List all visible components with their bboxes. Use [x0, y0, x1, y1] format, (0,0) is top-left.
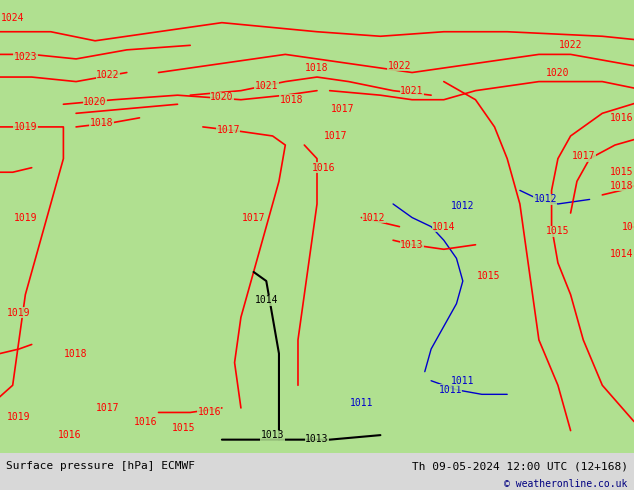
Text: 1013: 1013 [400, 240, 424, 250]
Text: 1019: 1019 [13, 122, 37, 132]
Text: 1024: 1024 [1, 13, 25, 23]
Text: 1014: 1014 [432, 221, 456, 232]
Text: 1018: 1018 [89, 118, 113, 128]
Text: 1017: 1017 [330, 104, 354, 114]
Text: 1013: 1013 [261, 430, 285, 440]
Text: 1012: 1012 [451, 201, 475, 211]
Text: 1019: 1019 [7, 412, 31, 422]
Text: 1016: 1016 [609, 113, 633, 123]
Text: 1017: 1017 [216, 125, 240, 135]
Text: 1017: 1017 [571, 151, 595, 161]
Text: 1018: 1018 [609, 181, 633, 191]
Text: 1016: 1016 [134, 416, 158, 426]
Text: 1011: 1011 [451, 376, 475, 386]
Text: 1020: 1020 [83, 97, 107, 106]
Text: 1016: 1016 [197, 408, 221, 417]
Text: 1012: 1012 [533, 195, 557, 204]
Text: 1016: 1016 [58, 430, 82, 440]
Text: 1019: 1019 [7, 308, 31, 318]
Text: 1018: 1018 [305, 63, 329, 73]
Text: 1015: 1015 [609, 167, 633, 177]
Text: 1021: 1021 [400, 86, 424, 96]
Text: 1011: 1011 [349, 398, 373, 408]
Text: 1017: 1017 [242, 213, 266, 222]
Text: 1015: 1015 [546, 226, 570, 236]
Text: 1022: 1022 [559, 40, 583, 50]
Text: 1021: 1021 [254, 81, 278, 91]
Text: 1020: 1020 [210, 92, 234, 102]
Text: 1022: 1022 [96, 70, 120, 80]
Text: 1018: 1018 [280, 95, 304, 105]
Text: Surface pressure [hPa] ECMWF: Surface pressure [hPa] ECMWF [6, 461, 195, 471]
Text: © weatheronline.co.uk: © weatheronline.co.uk [504, 480, 628, 490]
Text: Th 09-05-2024 12:00 UTC (12+168): Th 09-05-2024 12:00 UTC (12+168) [411, 461, 628, 471]
Text: 1013: 1013 [305, 434, 329, 444]
Text: 1018: 1018 [64, 348, 88, 359]
Text: 1014: 1014 [609, 249, 633, 259]
Text: 1012: 1012 [362, 213, 386, 222]
Text: 1016: 1016 [311, 163, 335, 172]
Text: 1020: 1020 [546, 68, 570, 77]
Text: 1015: 1015 [476, 271, 500, 281]
Text: 1019: 1019 [13, 213, 37, 222]
Text: 1017: 1017 [324, 131, 348, 141]
Text: 1014: 1014 [254, 295, 278, 305]
Text: 1015: 1015 [172, 423, 196, 433]
Text: 1019: 1019 [622, 221, 634, 232]
Text: 1017: 1017 [96, 403, 120, 413]
Text: 1011: 1011 [438, 385, 462, 395]
Text: 1023: 1023 [13, 51, 37, 62]
Text: 1022: 1022 [387, 61, 411, 71]
